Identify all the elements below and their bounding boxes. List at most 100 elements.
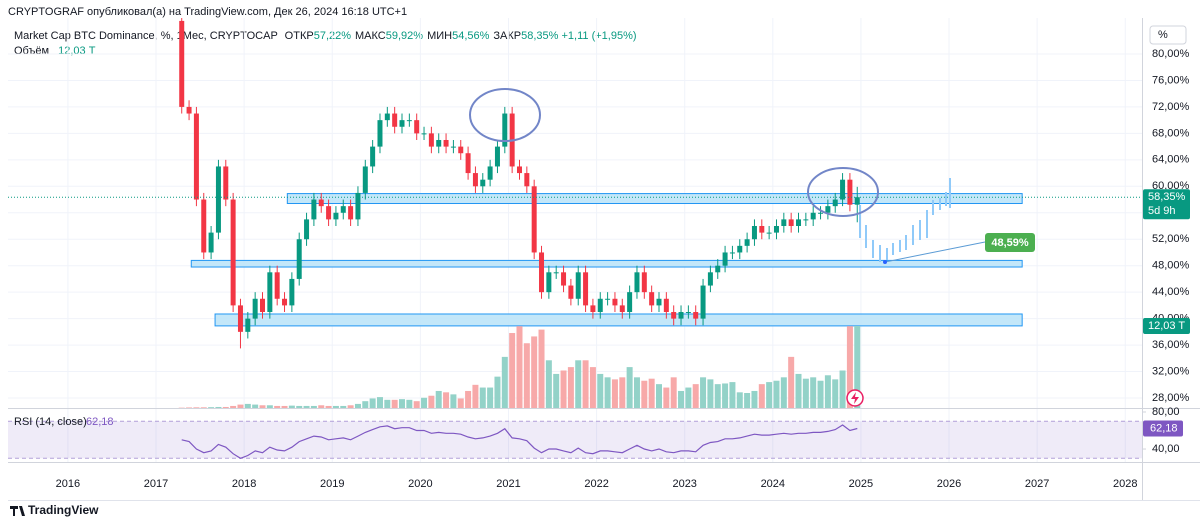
x-tick-label: 2021 [496, 478, 520, 490]
x-tick-label: 2028 [1113, 478, 1137, 490]
volume-bar [538, 329, 545, 408]
candle-body [671, 312, 677, 319]
volume-bar [200, 407, 207, 408]
last-price-label: 58,35% [1148, 191, 1186, 203]
volume-bar [237, 404, 244, 408]
candle-body [289, 278, 295, 306]
y-tick-label: 64,00% [1152, 154, 1190, 166]
volume-bar [729, 382, 736, 408]
candle-body [700, 285, 706, 319]
change: +1,11 (+1,95%) [561, 30, 637, 42]
axis-unit: % [1158, 29, 1168, 41]
candle-body [458, 146, 464, 154]
candle-body [693, 312, 699, 319]
volume-bar [369, 398, 376, 408]
support-zone [286, 193, 1023, 205]
candle-body [259, 298, 265, 313]
volume-bar [611, 379, 618, 408]
volume-bar [465, 390, 472, 408]
ohlc-label: ОТКР [284, 30, 314, 42]
rsi-plot [8, 420, 1142, 459]
volume-bar [839, 370, 846, 408]
volume-bar [222, 406, 229, 408]
rsi-tick-label: 40,00 [1152, 443, 1180, 455]
candle-body [392, 113, 398, 127]
candle-body [737, 245, 743, 253]
volume-bar [817, 380, 824, 408]
volume-bar [663, 387, 670, 408]
candle-body [274, 272, 280, 299]
candle-body [252, 298, 258, 319]
x-tick-label: 2022 [584, 478, 608, 490]
ohlc-value: 59,92% [385, 30, 424, 42]
volume-bar [707, 379, 714, 408]
y-tick-label: 52,00% [1152, 233, 1190, 245]
x-tick-label: 2026 [937, 478, 961, 490]
volume-bar [296, 405, 303, 408]
volume-bar [722, 383, 729, 408]
countdown: 5d 9h [1148, 205, 1176, 217]
volume-bar [487, 387, 494, 408]
candle-body [796, 219, 802, 226]
volume-bar [435, 390, 442, 408]
candle-body [656, 298, 662, 306]
unit-button[interactable] [1149, 25, 1187, 45]
volume-tag [1143, 318, 1190, 334]
volume-bar [443, 392, 450, 408]
candle-body [282, 298, 288, 306]
candle-body [230, 199, 236, 306]
volume-bar [553, 373, 560, 408]
volume-bar [376, 397, 383, 408]
volume-bar [310, 405, 317, 408]
volume-bar [281, 405, 288, 408]
candle-body [502, 113, 508, 147]
candle-body [678, 312, 684, 319]
rsi-tag [1143, 420, 1183, 437]
candle-body [847, 179, 853, 205]
rsi-line [181, 424, 858, 459]
candle-body [531, 186, 537, 253]
candle-body [788, 219, 794, 226]
volume-bar [274, 405, 281, 408]
volume-bar [744, 393, 751, 408]
volume-bar [567, 367, 574, 408]
volume-bar [714, 384, 721, 408]
volume-bar [457, 398, 464, 408]
x-tick-label: 2025 [849, 478, 873, 490]
volume-bar [288, 405, 295, 408]
volume-bar [472, 384, 479, 408]
y-tick-label: 76,00% [1152, 74, 1190, 86]
volume-bar [670, 377, 677, 408]
volume-bar [413, 401, 420, 408]
y-tick-label: 32,00% [1152, 365, 1190, 377]
candle-body [465, 153, 471, 174]
volume-bar [736, 392, 743, 408]
publish-header: CRYPTOGRAF опубликовал(а) на TradingView… [8, 6, 408, 18]
volume-bar [509, 333, 516, 408]
support-zone [190, 259, 1023, 268]
candle-body [818, 212, 824, 214]
candle-body [304, 219, 310, 240]
candle-body [215, 166, 221, 233]
candle-body [208, 232, 214, 253]
volume-bar [516, 326, 523, 408]
footer-brand: TradingView [28, 503, 99, 517]
candle-body [759, 226, 765, 233]
volume-bar [340, 405, 347, 408]
volume-bar [421, 397, 428, 408]
candle-body [597, 298, 603, 313]
candle-body [685, 312, 691, 314]
logo [10, 506, 25, 516]
candle-body [781, 219, 787, 226]
candle-body [825, 206, 831, 213]
volume-bar [773, 380, 780, 408]
ohlc-value: 58,35% [521, 30, 559, 42]
logo-mark [10, 506, 25, 516]
volume-bar [318, 405, 325, 408]
candle-body [480, 179, 486, 187]
candle-body [377, 120, 383, 147]
ohlc-label: МИН [427, 30, 453, 42]
support-zone [214, 313, 1023, 327]
volume-bar [208, 407, 215, 408]
